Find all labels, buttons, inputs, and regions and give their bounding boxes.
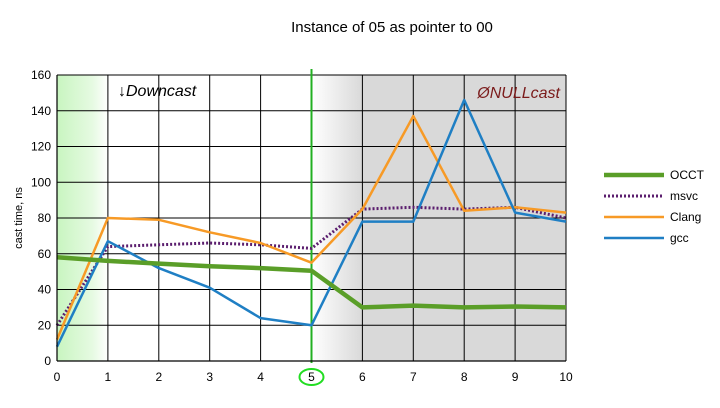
annotation-downcast: ↓Downcast [118, 83, 197, 100]
series-line-occt [56, 255, 567, 310]
y-tick-label: 0 [44, 354, 51, 368]
series-lines [55, 98, 567, 348]
x-tick-label: 2 [155, 370, 162, 384]
axes [56, 75, 566, 362]
x-tick-label: 9 [512, 370, 519, 384]
x-tick-label: 4 [257, 370, 264, 384]
x-tick-label: 8 [461, 370, 468, 384]
legend-label-occt: OCCT [670, 168, 705, 182]
y-tick-label: 160 [31, 68, 51, 82]
series-line-gcc [55, 98, 567, 348]
y-tick-label: 40 [38, 283, 52, 297]
legend-label-msvc: msvc [670, 189, 698, 203]
y-tick-label: 100 [31, 175, 51, 189]
x-tick-label: 10 [559, 370, 573, 384]
chart-title: Instance of 05 as pointer to 00 [291, 19, 493, 36]
x-tick-label: 5 [308, 370, 315, 384]
legend: OCCT msvc Clang gcc [604, 168, 705, 245]
annotation-nullcast: ØNULLcast [476, 85, 560, 102]
tick-labels: 0 20 40 60 80 100 120 140 160 0 1 2 3 4 5 6 7 8 9 10 [31, 68, 573, 386]
series-line-clang [55, 114, 567, 341]
x-tick-label: 6 [359, 370, 366, 384]
y-tick-label: 20 [38, 318, 52, 332]
x-tick-label: 3 [206, 370, 213, 384]
y-tick-label: 140 [31, 104, 51, 118]
y-tick-label: 80 [38, 211, 52, 225]
x-tick-label: 0 [54, 370, 61, 384]
x-tick-label: 1 [105, 370, 112, 384]
y-axis-label: cast time, ns [13, 187, 25, 249]
grid [56, 69, 567, 363]
y-tick-label: 120 [31, 140, 51, 154]
highlight-tick-circle [298, 368, 325, 386]
y-tick-label: 60 [38, 247, 52, 261]
legend-label-clang: Clang [670, 210, 701, 224]
legend-label-gcc: gcc [670, 231, 689, 245]
x-tick-label: 7 [410, 370, 417, 384]
